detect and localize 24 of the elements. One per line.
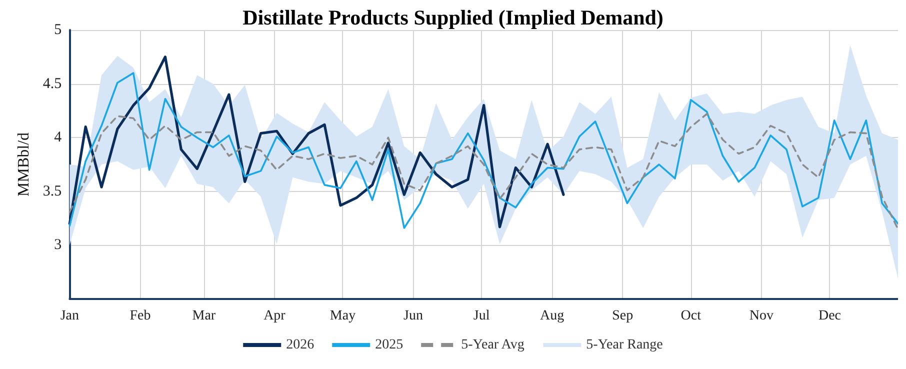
x-tick-label: Nov: [749, 308, 774, 324]
y-tick-label: 3: [54, 237, 62, 254]
x-tick-label: Jul: [473, 308, 490, 324]
chart-title: Distillate Products Supplied (Implied Demand): [242, 6, 664, 30]
x-tick-label: Dec: [818, 308, 842, 324]
legend-label: 5-Year Avg: [461, 338, 524, 352]
y-tick-label: 5: [54, 22, 62, 38]
legend-label: 2026: [286, 338, 314, 352]
y-tick-label: 4: [54, 130, 62, 146]
x-tick-label: Jun: [404, 308, 424, 324]
x-tick-label: Mar: [192, 308, 216, 324]
x-tick-label: Oct: [680, 308, 702, 324]
y-tick-label: 3.5: [42, 183, 62, 200]
x-tick-label: Feb: [130, 308, 151, 324]
x-tick-label: Sep: [612, 308, 634, 324]
x-tick-label: May: [330, 308, 356, 324]
legend-label: 2025: [375, 338, 404, 352]
text: 5-Year Range: [586, 338, 663, 352]
x-tick-label: Jan: [60, 308, 79, 324]
y-tick-label: 4.5: [42, 76, 62, 92]
line-series: [68, 56, 565, 228]
x-tick-label: Aug: [540, 308, 564, 324]
x-tick-label: Apr: [264, 308, 286, 324]
y-axis-title: MMBbl/d: [16, 132, 32, 197]
